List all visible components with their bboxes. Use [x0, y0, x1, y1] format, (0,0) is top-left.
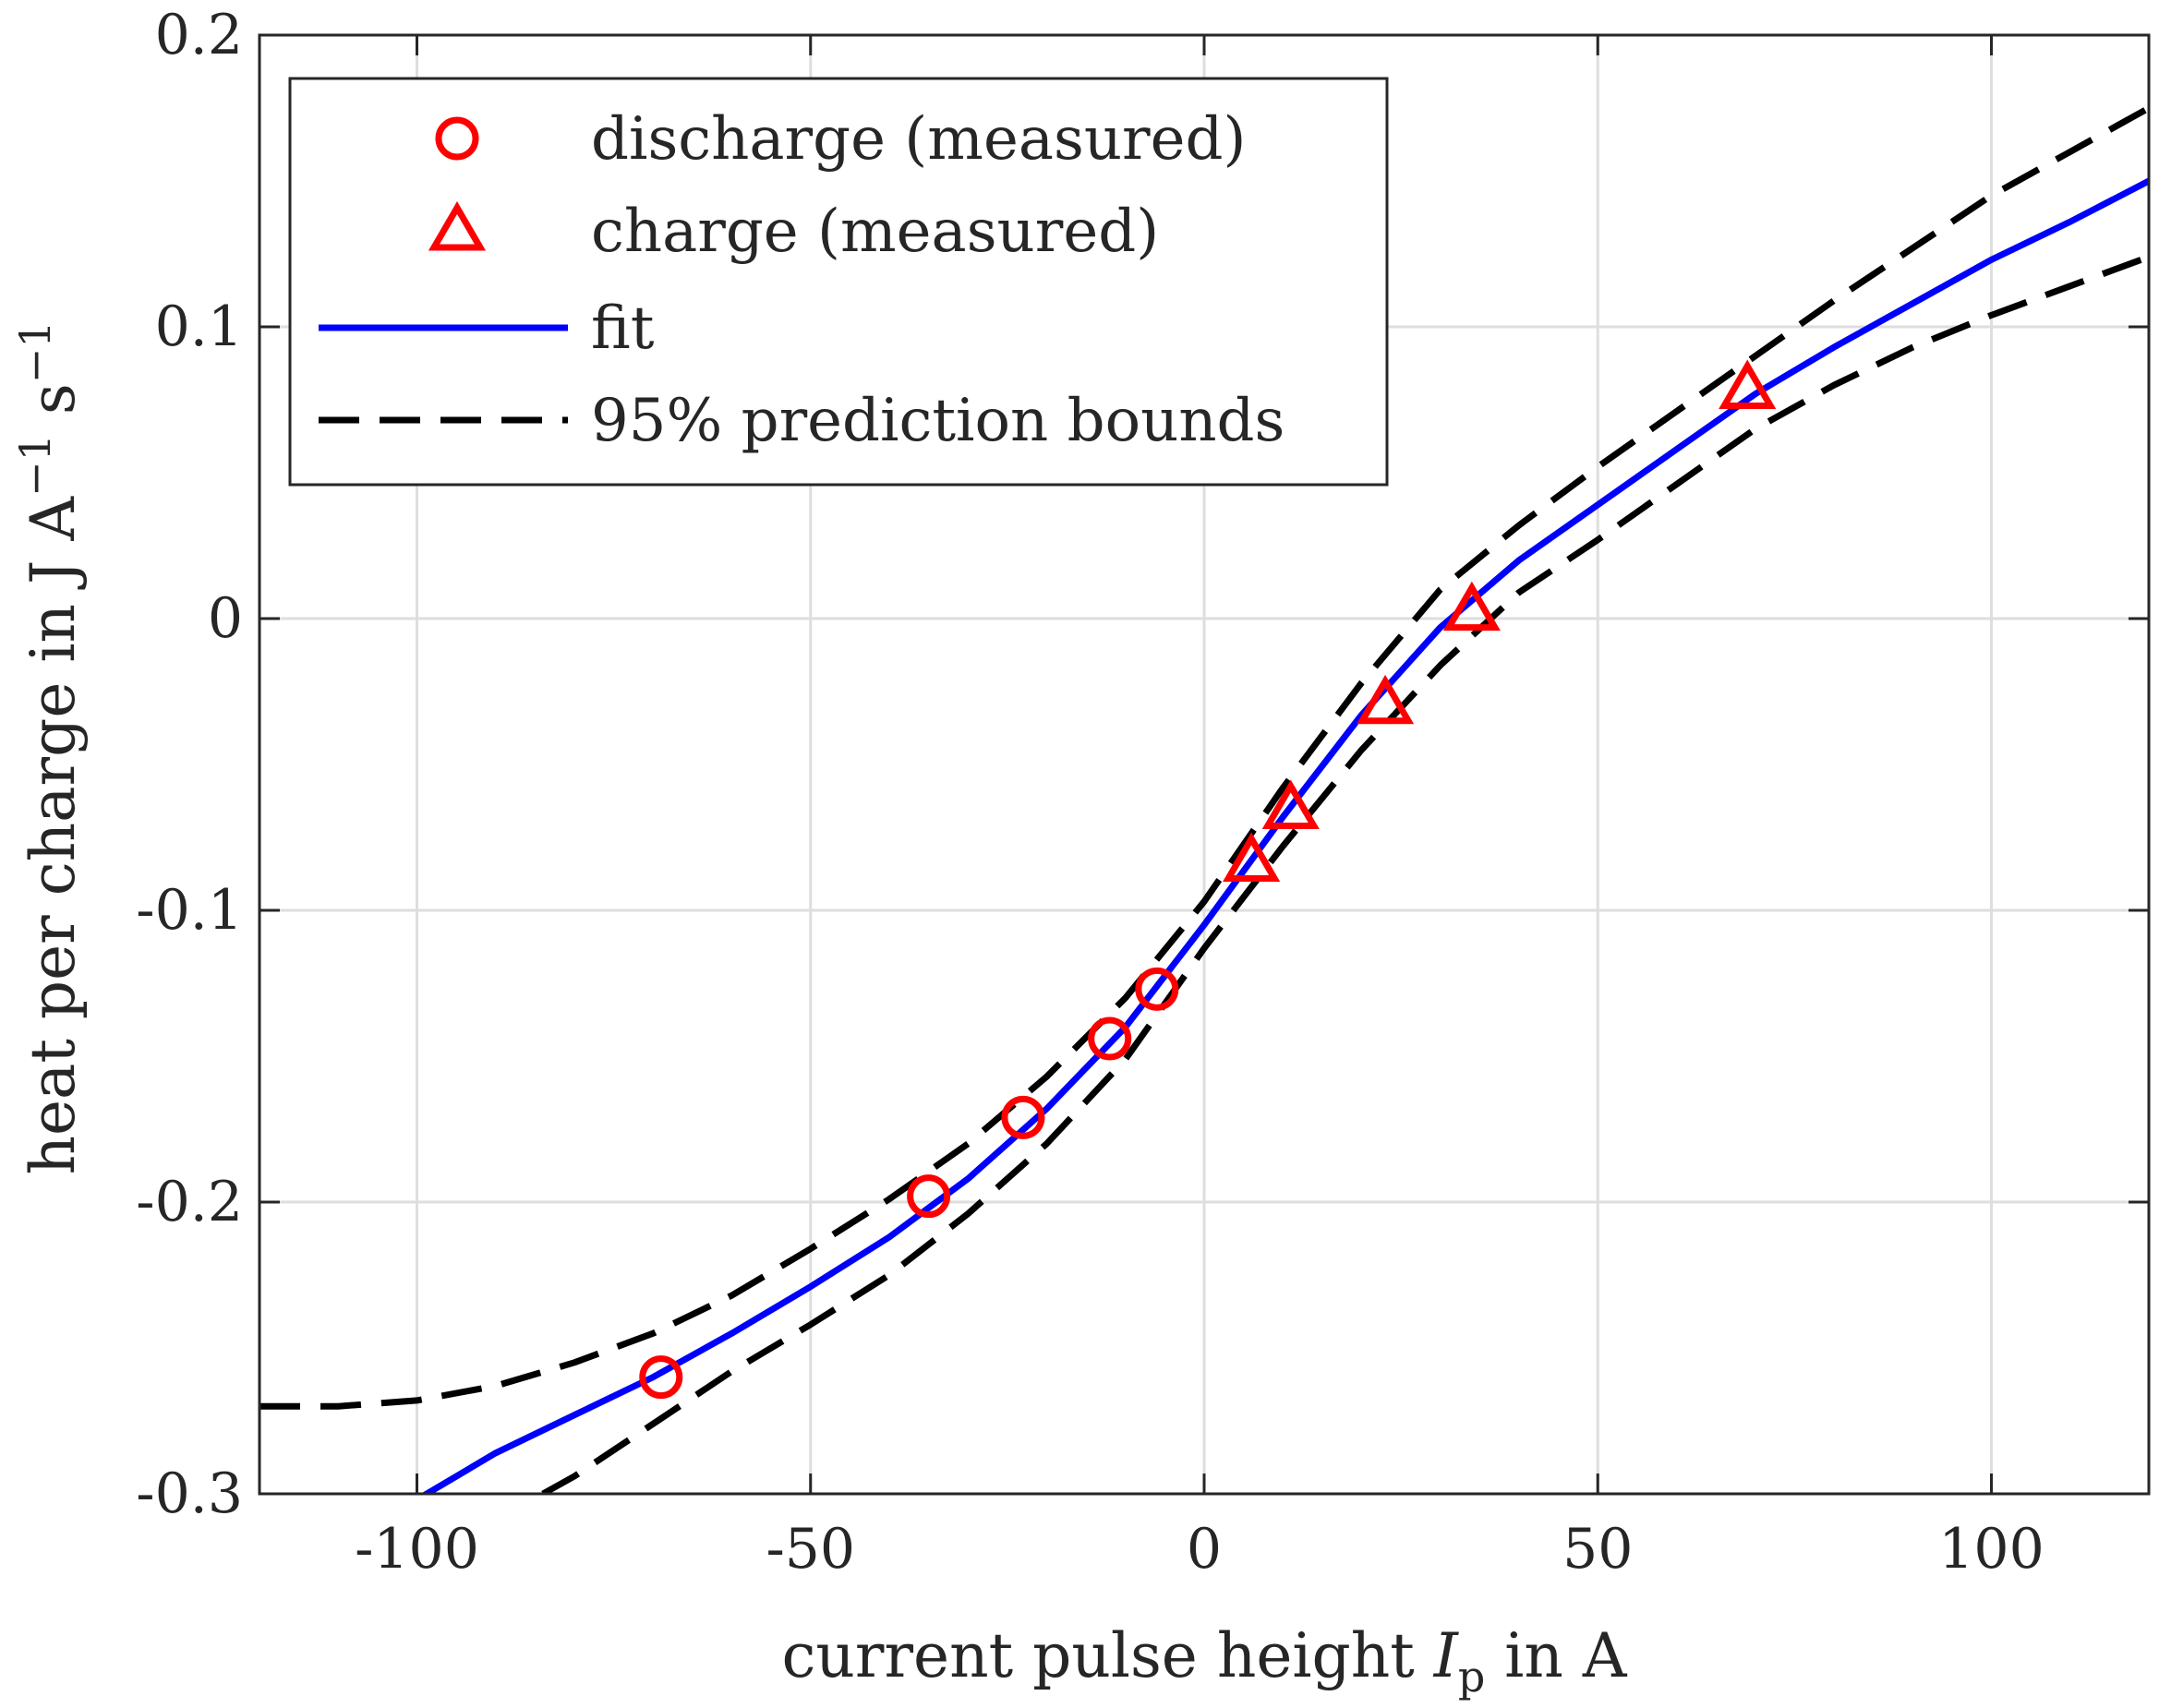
charge-point — [1261, 779, 1320, 830]
legend-charge-marker — [428, 201, 487, 251]
prediction-bound-line — [259, 104, 2149, 1410]
legend-fit-label: fit — [591, 295, 655, 363]
x-axis-label-var: I — [1433, 1620, 1460, 1691]
x-axis-label-prefix: current pulse height — [781, 1620, 1433, 1691]
tick-labels: -100 -50 0 50 100 -0.3 -0.2 -0.1 0 0.1 0.2 — [136, 3, 2044, 1582]
y-axis-label-sup2: −1 — [10, 320, 60, 383]
y-tick-label: 0.2 — [155, 3, 243, 67]
y-axis-label: heat per charge in J A−1 s−1 — [10, 320, 89, 1174]
y-axis-label-sup1: −1 — [10, 434, 60, 497]
legend-bounds-label: 95% prediction bounds — [591, 387, 1285, 455]
legend-charge-label: charge (measured) — [591, 198, 1159, 266]
discharge-point — [639, 1355, 683, 1400]
charge-point — [1442, 581, 1501, 631]
legend-discharge-marker — [435, 116, 479, 161]
marker-layer — [639, 359, 1777, 1400]
y-tick-label: -0.3 — [136, 1461, 243, 1526]
x-tick-label: 50 — [1562, 1517, 1633, 1582]
x-axis-label-suffix: in A — [1485, 1620, 1628, 1691]
x-tick-label: -100 — [355, 1517, 479, 1582]
discharge-point — [1135, 967, 1179, 1011]
x-tick-label: 0 — [1187, 1517, 1222, 1582]
y-tick-label: -0.2 — [136, 1170, 243, 1234]
y-tick-label: 0 — [208, 586, 243, 651]
x-axis-label: current pulse height Ip in A — [781, 1620, 1627, 1702]
x-tick-label: -50 — [766, 1517, 855, 1582]
ticks — [259, 33, 2149, 1496]
series-layer — [259, 104, 2149, 1494]
fit-line — [420, 177, 2149, 1494]
discharge-point — [1088, 1016, 1132, 1061]
legend-discharge-label: discharge (measured) — [591, 105, 1246, 174]
discharge-point — [907, 1174, 951, 1219]
prediction-bound-line — [541, 253, 2149, 1494]
discharge-point — [1001, 1095, 1045, 1139]
charge-point — [1356, 674, 1415, 725]
legend: discharge (measured) charge (measured) f… — [288, 77, 1389, 487]
x-axis-label-sub: p — [1458, 1652, 1485, 1702]
charge-point — [1719, 359, 1777, 410]
y-tick-label: -0.1 — [136, 878, 243, 943]
y-axis-label-mid: s — [18, 383, 89, 434]
x-tick-label: 100 — [1938, 1517, 2044, 1582]
y-axis-label-prefix: heat per charge in J A — [18, 496, 89, 1175]
charge-point — [1223, 832, 1281, 882]
y-tick-label: 0.1 — [155, 295, 243, 359]
